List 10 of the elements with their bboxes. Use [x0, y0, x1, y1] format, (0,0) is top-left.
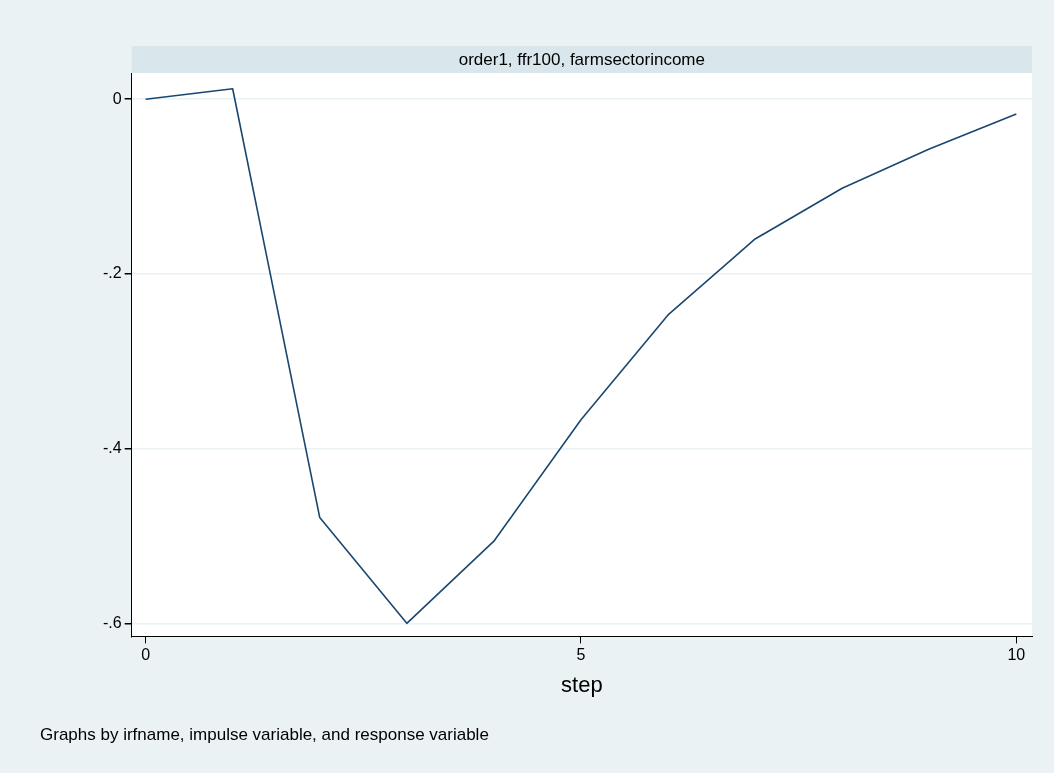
x-axis-title: step — [561, 671, 603, 697]
y-tick-label: 0 — [112, 89, 122, 107]
x-tick-label: 10 — [1007, 646, 1026, 664]
x-tick-label: 0 — [141, 646, 151, 664]
y-tick-label: -.6 — [103, 613, 122, 631]
text: Graphs by irfname, impulse variable, and response variable — [40, 724, 489, 744]
x-tick-label: 5 — [576, 646, 586, 664]
y-tick-label: -.4 — [103, 439, 122, 457]
chart-title: order1, ffr100, farmsectorincome — [458, 49, 705, 69]
y-tick-label: -.2 — [103, 264, 122, 282]
